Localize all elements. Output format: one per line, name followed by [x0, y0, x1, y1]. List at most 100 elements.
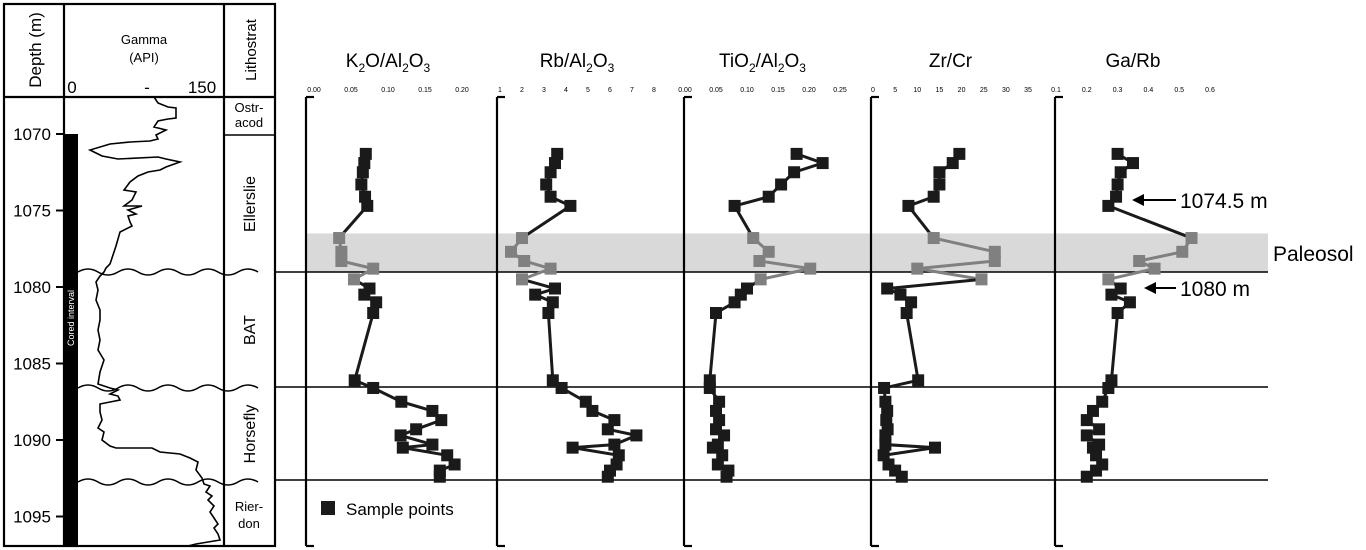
sample-point: [706, 441, 719, 454]
sample-point: [367, 307, 380, 320]
sample-point: [953, 147, 966, 160]
sample-point: [1080, 470, 1093, 483]
panel-tick-label: 3: [542, 87, 546, 94]
sample-point: [441, 449, 454, 462]
paleosol-sample-point: [335, 254, 348, 267]
sample-point: [566, 441, 579, 454]
paleosol-sample-point: [988, 254, 1001, 267]
legend-marker: [321, 501, 335, 515]
sample-point: [1080, 414, 1093, 427]
panel-tick-label: 25: [980, 87, 988, 94]
panel-tick-label: 0.15: [418, 87, 432, 94]
gamma-scale-mid: -: [144, 78, 150, 97]
sample-point: [586, 404, 599, 417]
gamma-unit: (API): [129, 50, 159, 65]
panel-2: Rb/Al2​O3​ 1 2 3 4 5 6 7 8: [495, 51, 656, 548]
cored-interval-bar: [64, 134, 78, 546]
paleosol-sample-point: [333, 232, 346, 245]
sample-point: [542, 307, 555, 320]
sample-point: [355, 178, 368, 191]
sample-point: [601, 423, 614, 436]
sample-point: [1080, 429, 1093, 442]
paleosol-sample-point: [1148, 262, 1161, 275]
depth-tick-label: 1070: [13, 125, 51, 144]
sample-point: [1105, 288, 1118, 301]
sample-point: [549, 157, 561, 170]
sample-point: [929, 441, 941, 454]
arrow-1080: [1144, 282, 1176, 294]
sample-point: [358, 288, 371, 301]
panel-tick-label: 5: [893, 87, 897, 94]
unit-ostracod-line1: Ostr-: [235, 100, 264, 115]
panel-tick-label: 15: [936, 87, 944, 94]
sample-point: [435, 414, 448, 427]
geochem-panels: K2​O/Al2​O3​ 0.00 0.05 0.10 0.15 0.20 Rb/Al2​O…: [304, 51, 1215, 548]
sample-point: [728, 199, 741, 212]
sample-point: [900, 307, 913, 320]
sample-point: [816, 157, 829, 170]
paleosol-sample-point: [516, 232, 528, 245]
sample-point: [788, 166, 801, 179]
panel-tick-label: 4: [564, 87, 568, 94]
paleosol-sample-point: [927, 232, 940, 245]
sample-point: [579, 395, 592, 408]
panel-tick-label: 8: [652, 87, 656, 94]
sample-point: [881, 404, 894, 417]
sample-point: [529, 288, 542, 301]
sample-point: [359, 190, 372, 203]
panel-tick-label: 0.10: [740, 87, 754, 94]
panel-tick-label: 2: [520, 87, 524, 94]
panel-tick-label: 0.4: [1144, 87, 1154, 94]
sample-point: [426, 438, 439, 451]
depth-tick-label: 1080: [13, 278, 51, 297]
sample-point: [879, 429, 892, 442]
panel-tick-label: 0.00: [307, 87, 321, 94]
panel-tick-label: 1: [498, 87, 502, 94]
panel-title: Ga/Rb: [1106, 51, 1161, 72]
sample-point: [395, 395, 408, 408]
sample-point: [356, 166, 369, 179]
paleosol-sample-point: [988, 245, 1001, 258]
legend-label: Sample points: [346, 500, 454, 519]
panel-title: K2​O/Al2​O3​: [346, 51, 431, 75]
panel-tick-label: 0.20: [802, 87, 816, 94]
boundary-bat-horsefly-wavy: [77, 384, 259, 392]
paleosol-sample-point: [516, 273, 528, 286]
unit-rierdon-line2: don: [238, 516, 260, 531]
panel-tick-label: 30: [1002, 87, 1010, 94]
panel-tick-label: 10: [913, 87, 921, 94]
panel-tick-label: 0.6: [1205, 87, 1215, 94]
panel-tick-label: 0.20: [455, 87, 469, 94]
paleosol-sample-point: [1133, 254, 1146, 267]
sample-point: [426, 404, 439, 417]
series-line-upper: [733, 152, 825, 239]
sample-point: [1086, 404, 1099, 417]
panel-tick-label: 0.05: [709, 87, 723, 94]
arrow-1074-5: [1132, 194, 1176, 206]
panel-title: Rb/Al2​O3​: [540, 51, 615, 75]
sample-point: [946, 157, 959, 170]
annotation-1080m: 1080 m: [1180, 278, 1250, 301]
paleosol-sample-point: [975, 273, 988, 286]
sample-point: [879, 438, 892, 451]
sample-point: [933, 166, 946, 179]
paleosol-sample-point: [1102, 273, 1115, 286]
depth-tick-label: 1090: [13, 431, 51, 450]
sample-point: [762, 190, 775, 203]
sample-point: [1090, 464, 1103, 477]
boundary-horsefly-rierdon-wavy: [77, 478, 259, 486]
paleosol-sample-point: [518, 254, 531, 267]
cored-interval-label: Cored interval: [66, 290, 76, 346]
panel-title: Zr/Cr: [929, 51, 973, 72]
depth-axis-label: Depth (m): [26, 12, 45, 88]
boundary-ellerslie-bat-wavy: [77, 268, 259, 276]
unit-ostracod-line2: acod: [235, 115, 263, 130]
sample-point: [1123, 296, 1136, 309]
sample-point: [790, 147, 803, 160]
sample-point: [433, 470, 446, 483]
sample-point: [703, 381, 716, 394]
sample-point: [544, 166, 557, 179]
panel-4: Zr/Cr 0 5 10 15 20 25 30 35: [869, 51, 1032, 548]
sample-point: [713, 414, 726, 427]
depth-axis: 1070 1075 1080 1085 1090 1095: [13, 125, 64, 527]
